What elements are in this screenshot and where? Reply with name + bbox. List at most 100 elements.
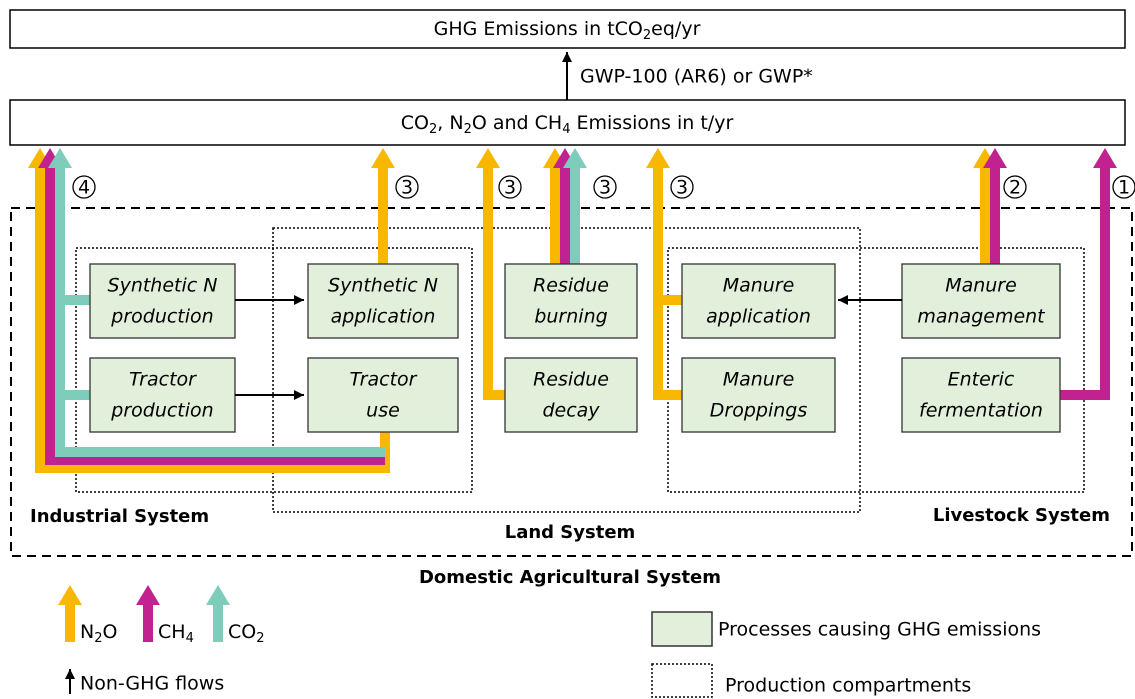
text-part: O and CH	[472, 112, 562, 134]
subscript: 2	[94, 631, 102, 646]
arrow-head	[65, 669, 75, 679]
marker-label: 3	[599, 177, 611, 199]
marker-circle	[1112, 175, 1135, 199]
ch4-flow	[1058, 168, 1110, 400]
arrow-head	[838, 295, 848, 305]
emissions-box-label: CO2, N2O and CH4 Emissions in t/yr	[401, 112, 734, 137]
n2o-flow	[483, 168, 507, 400]
subscript: 2	[256, 631, 264, 646]
legend-gas-label: CO2	[228, 621, 265, 646]
marker-label: 3	[676, 177, 688, 199]
ghg-box	[9, 9, 1126, 49]
text-part: , N	[437, 112, 463, 134]
legend-flow-head	[58, 585, 82, 605]
marker-label: 3	[504, 177, 516, 199]
ch4-flow	[45, 168, 385, 465]
process-box	[504, 357, 638, 433]
emissions-box	[9, 99, 1126, 146]
process-label: Residue	[533, 275, 609, 297]
process-label: production	[110, 306, 213, 328]
subscript: 4	[562, 122, 570, 137]
process-label: application	[331, 306, 436, 328]
process-box	[504, 263, 638, 339]
arrow-head	[294, 295, 304, 305]
arrow-head	[562, 52, 572, 62]
co2-flow	[55, 168, 385, 457]
marker-circle	[593, 175, 617, 199]
process-label: burning	[534, 306, 607, 328]
process-box	[89, 357, 236, 433]
process-label: production	[110, 400, 213, 422]
legend-process-box	[651, 611, 713, 647]
marker-circle	[72, 175, 96, 199]
legend-flow-head	[136, 585, 160, 605]
process-label: Tractor	[129, 369, 197, 391]
n2o-flow-head	[371, 148, 395, 168]
process-label: Residue	[533, 369, 609, 391]
process-box	[307, 357, 459, 433]
process-label: Synthetic N	[108, 275, 218, 297]
legend-label: Processes causing GHG emissions	[718, 619, 1041, 641]
process-label: application	[706, 306, 811, 328]
marker-label: 3	[401, 177, 413, 199]
process-label: Enteric	[948, 369, 1015, 391]
n2o-flow-head	[646, 148, 670, 168]
legend-gas-label: N2O	[80, 621, 117, 646]
text-part: GHG Emissions in tCO	[434, 18, 643, 40]
livestock-compartment	[667, 247, 1085, 493]
process-label: fermentation	[919, 400, 1043, 422]
process-label: Manure	[945, 275, 1017, 297]
text-part: CH	[158, 621, 186, 643]
marker-label: 1	[1118, 177, 1130, 199]
legend-label: Non-GHG flows	[80, 673, 224, 695]
text-part: Emissions in t/yr	[570, 112, 733, 134]
co2-flow-head	[563, 148, 587, 168]
text-part: CO	[401, 112, 429, 134]
process-box	[901, 263, 1061, 339]
system-label: Domestic Agricultural System	[419, 567, 721, 588]
process-label: management	[917, 306, 1046, 328]
legend-flow-head	[206, 585, 230, 605]
process-box	[307, 263, 459, 339]
compartment-label: Land System	[505, 522, 636, 543]
n2o-flow	[653, 300, 684, 400]
compartment-label: Industrial System	[30, 506, 209, 527]
subscript: 4	[186, 631, 194, 646]
legend-gas-label: CH4	[158, 621, 194, 646]
subscript: 2	[464, 122, 472, 137]
ghg-box-label: GHG Emissions in tCO2eq/yr	[434, 18, 701, 43]
process-label: Manure	[723, 275, 795, 297]
legend-compartment-box	[651, 663, 713, 698]
marker-label: 4	[78, 177, 90, 199]
process-label: use	[366, 400, 400, 422]
legend-label: Production compartments	[725, 675, 971, 697]
text-part: N	[80, 621, 94, 643]
process-box	[681, 263, 836, 339]
subscript: 2	[429, 122, 437, 137]
co2-flow-head	[48, 148, 72, 168]
marker-circle	[1003, 175, 1027, 199]
ch4-flow-head	[983, 148, 1007, 168]
marker-circle	[670, 175, 694, 199]
n2o-flow-head	[476, 148, 500, 168]
process-box	[89, 263, 236, 339]
process-label: Synthetic N	[328, 275, 438, 297]
ch4-flow-head	[1093, 148, 1117, 168]
process-box	[901, 357, 1061, 433]
compartment-label: Livestock System	[933, 505, 1110, 526]
process-label: Tractor	[350, 369, 418, 391]
text-part: CO	[228, 621, 256, 643]
marker-circle	[498, 175, 522, 199]
text-part: O	[103, 621, 118, 643]
process-label: Manure	[723, 369, 795, 391]
conversion-label: GWP-100 (AR6) or GWP*	[580, 66, 813, 88]
arrow-head	[294, 390, 304, 400]
process-label: decay	[542, 400, 600, 422]
marker-label: 2	[1009, 177, 1021, 199]
industrial-compartment	[75, 247, 473, 493]
process-label: Droppings	[710, 400, 808, 422]
process-box	[681, 357, 836, 433]
marker-circle	[395, 175, 419, 199]
subscript: 2	[643, 28, 651, 43]
